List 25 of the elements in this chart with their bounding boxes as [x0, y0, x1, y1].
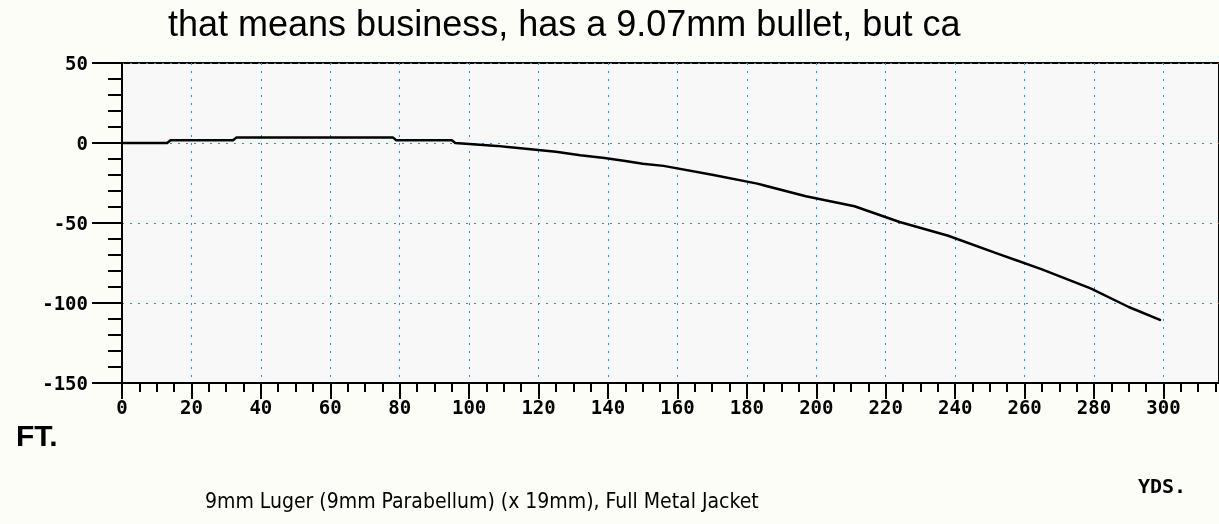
y-tick-label: -100 — [42, 292, 88, 314]
x-tick-label: 120 — [521, 395, 556, 418]
x-tick-label: 280 — [1076, 395, 1112, 418]
x-tick-label: 220 — [868, 395, 903, 418]
x-tick-label: 300 — [1146, 395, 1181, 418]
x-tick-label: 240 — [938, 395, 973, 418]
x-tick-label: 200 — [799, 395, 834, 418]
x-axis-title: YDS. — [1138, 474, 1187, 498]
y-tick-label: 0 — [76, 132, 88, 154]
y-tick-label: -50 — [53, 212, 88, 234]
x-tick-label: 140 — [590, 395, 626, 418]
y-tick-label: 50 — [65, 52, 88, 74]
x-tick-label: 40 — [249, 395, 273, 418]
x-tick-label: 20 — [179, 395, 203, 418]
chart-title: that means business, has a 9.07mm bullet, but ca — [168, 2, 962, 44]
x-tick-label: 160 — [660, 395, 695, 418]
x-tick-label: 180 — [729, 395, 765, 418]
y-tick-label: -150 — [42, 372, 88, 394]
x-tick-label: 100 — [451, 395, 487, 418]
y-axis-title: FT. — [16, 418, 58, 452]
x-tick-label: 80 — [388, 395, 412, 418]
x-tick-label: 60 — [318, 395, 342, 418]
text: 9mm Luger (9mm Parabellum) (x 19mm), Full Metal Jacket — [205, 488, 759, 513]
x-tick-label: 260 — [1007, 395, 1042, 418]
x-tick-label: 0 — [116, 395, 128, 418]
